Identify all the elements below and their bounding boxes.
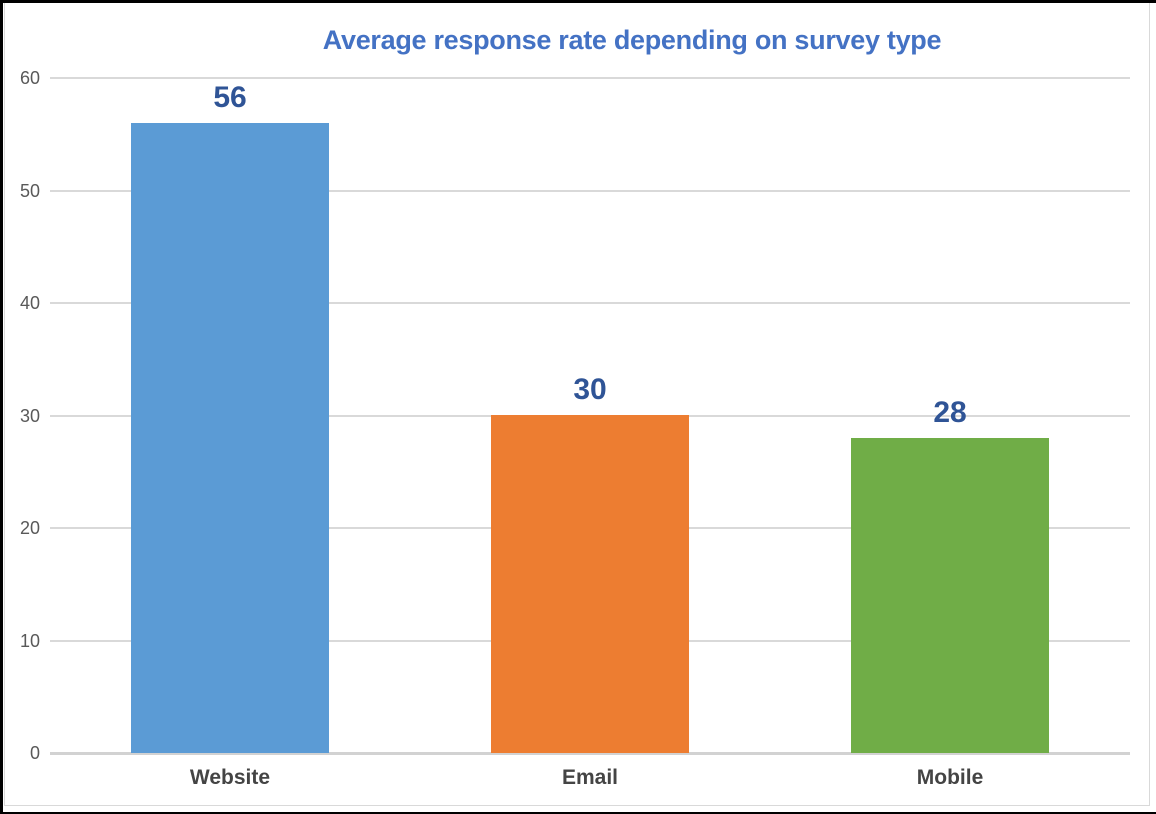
value-label-email: 30 <box>573 373 607 406</box>
screenshot-border-left <box>0 0 3 814</box>
x-axis-line <box>50 752 1130 755</box>
category-label-mobile: Mobile <box>916 766 984 789</box>
y-gridline-60 <box>50 77 1130 79</box>
screenshot-border-top <box>0 0 1156 3</box>
bar-email <box>491 415 689 753</box>
value-label-mobile: 28 <box>933 396 967 429</box>
y-tick-label-30: 30 <box>19 405 40 426</box>
category-label-website: Website <box>189 766 271 789</box>
chart-title: Average response rate depending on surve… <box>322 25 942 55</box>
y-gridline-50 <box>50 189 1130 192</box>
y-tick-label-60: 60 <box>19 68 40 88</box>
screenshot-border-bottom <box>0 812 1156 814</box>
y-tick-label-0: 0 <box>29 743 40 763</box>
y-tick-label-50: 50 <box>19 180 40 201</box>
bar-mobile <box>851 438 1049 753</box>
y-tick-label-40: 40 <box>19 293 40 313</box>
y-tick-label-10: 10 <box>19 630 40 651</box>
y-gridline-40 <box>50 302 1130 304</box>
bar-website <box>131 123 329 753</box>
category-label-email: Email <box>561 766 619 789</box>
value-label-website: 56 <box>213 81 247 114</box>
y-tick-label-20: 20 <box>19 518 40 538</box>
